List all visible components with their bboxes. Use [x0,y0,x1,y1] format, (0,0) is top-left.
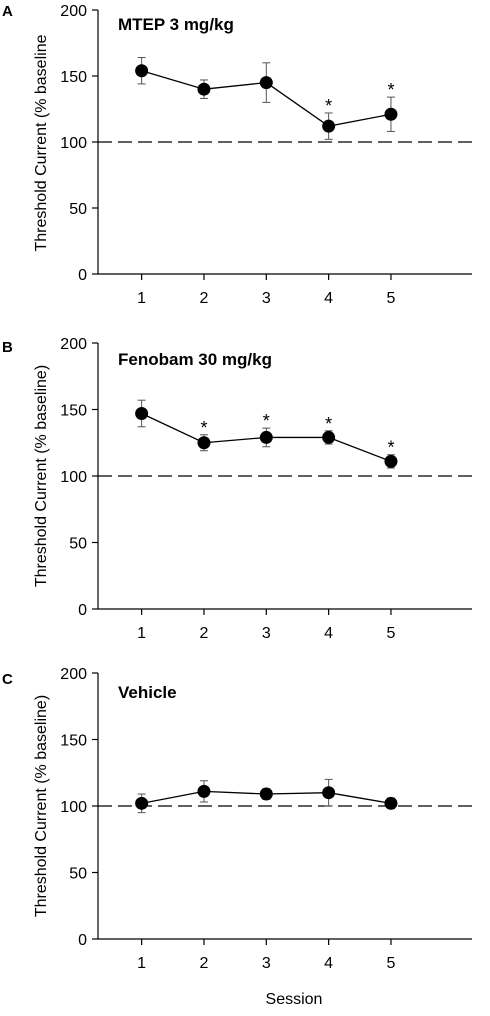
panel-b-title: Fenobam 30 mg/kg [118,350,272,369]
panel-b-data-point [259,430,273,444]
panel-b-y-tick-label: 100 [60,469,87,486]
panel-c-letter: C [2,671,13,688]
panel-c-y-tick-label: 200 [60,666,87,683]
panel-c-x-tick-label: 5 [387,955,396,972]
panel-b-x-tick-label: 1 [137,625,146,642]
panel-b-letter: B [2,339,13,356]
panel-a-data-point [197,82,211,96]
panel-b: B Fenobam 30 mg/kg Threshold Current (% … [2,336,472,642]
panel-c-x-tick-label: 4 [324,955,333,972]
panel-c-y-tick-label: 0 [78,932,87,949]
panel-a-significance-asterisk: * [387,80,394,100]
panel-a-y-axis-label: Threshold Current (% baseline [33,34,50,251]
panel-b-data-point [384,454,398,468]
panel-a-data-point [384,107,398,121]
panel-a-data-point [259,76,273,90]
panel-a-data-point [135,64,149,78]
panel-c-y-tick-label: 150 [60,733,87,750]
panel-b-x-tick-label: 2 [200,625,209,642]
panel-a-y-tick-label: 150 [60,69,87,86]
panel-c-data-point [322,786,336,800]
panel-a-title: MTEP 3 mg/kg [118,15,234,34]
panel-b-x-tick-label: 5 [387,625,396,642]
panel-b-data-point [322,430,336,444]
panel-b-significance-asterisk: * [200,418,207,438]
panel-b-data-point [135,406,149,420]
panel-c-title: Vehicle [118,683,177,702]
panel-a-x-tick-label: 3 [262,290,271,307]
panel-b-x-tick-label: 4 [324,625,333,642]
panel-a-data-point [322,119,336,133]
panel-a-y-tick-label: 0 [78,267,87,284]
panel-a-y-tick-label: 100 [60,135,87,152]
panel-a-y-tick-label: 50 [69,201,87,218]
panel-b-y-axis-label: Threshold Current (% baseline) [33,365,50,587]
panel-c-x-tick-label: 2 [200,955,209,972]
panel-c-data-point [384,796,398,810]
x-axis-label: Session [266,991,323,1008]
panel-c-data-point [197,784,211,798]
panel-b-data-point [197,436,211,450]
panel-c-data-point [259,787,273,801]
panel-c-x-tick-label: 3 [262,955,271,972]
panel-b-significance-asterisk: * [325,414,332,434]
panel-c-y-tick-label: 100 [60,799,87,816]
panel-a-letter: A [2,3,13,20]
panel-a: A MTEP 3 mg/kg Threshold Current (% base… [2,3,472,307]
panel-b-x-tick-label: 3 [262,625,271,642]
panel-c-y-tick-label: 50 [69,866,87,883]
panel-a-x-tick-label: 2 [200,290,209,307]
panel-c-data-point [135,796,149,810]
panel-a-significance-asterisk: * [325,96,332,116]
panel-b-y-tick-label: 200 [60,336,87,353]
panel-b-y-tick-label: 50 [69,536,87,553]
panel-a-x-tick-label: 4 [324,290,333,307]
panel-c-y-axis-label: Threshold Current (% baseline) [33,695,50,917]
panel-a-x-tick-label: 5 [387,290,396,307]
panel-b-y-tick-label: 0 [78,602,87,619]
panel-a-y-tick-label: 200 [60,3,87,20]
panel-b-y-tick-label: 150 [60,403,87,420]
panel-b-significance-asterisk: * [263,411,270,431]
panel-c: C Vehicle Threshold Current (% baseline)… [2,666,472,972]
panel-a-x-tick-label: 1 [137,290,146,307]
panel-b-significance-asterisk: * [387,438,394,458]
panel-c-x-tick-label: 1 [137,955,146,972]
